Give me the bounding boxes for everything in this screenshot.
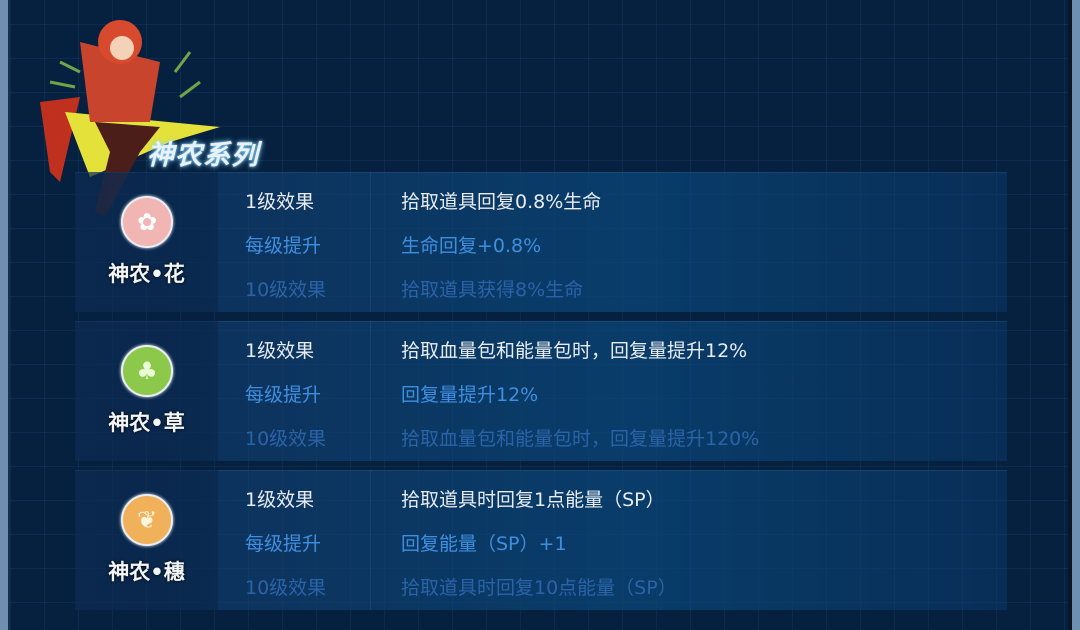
leaf-badge-icon: ♣ [121,345,173,397]
level1-label: 1级效果 [245,489,315,511]
item-name: 神农•花 [108,262,185,286]
item-name: 神农•穗 [108,560,185,584]
item-row-wheat: ❦ 神农•穗 1级效果 拾取道具时回复1点能量（SP） 每级提升 回复能量（SP… [75,470,1007,610]
flower-badge-icon: ✿ [121,196,173,248]
wheat-badge-icon: ❦ [121,494,173,546]
level10-value: 拾取血量包和能量包时，回复量提升120% [401,428,760,450]
per-level-label: 每级提升 [245,533,322,555]
per-level-value: 生命回复+0.8% [401,235,542,257]
item-row-grass: ♣ 神农•草 1级效果 拾取血量包和能量包时，回复量提升12% 每级提升 回复量… [75,321,1007,461]
per-level-value: 回复能量（SP）+1 [401,533,567,555]
level10-label: 10级效果 [245,279,327,301]
level10-label: 10级效果 [245,577,327,599]
per-level-value: 回复量提升12% [401,384,539,406]
level10-value: 拾取道具获得8%生命 [401,279,584,301]
level1-value: 拾取血量包和能量包时，回复量提升12% [401,340,748,362]
series-title: 神农系列 [147,140,259,171]
level10-value: 拾取道具时回复10点能量（SP） [401,577,677,599]
item-name: 神农•草 [108,411,185,435]
level1-value: 拾取道具回复0.8%生命 [401,191,602,213]
level10-label: 10级效果 [245,428,327,450]
level1-value: 拾取道具时回复1点能量（SP） [401,489,665,511]
item-row-flower: ✿ 神农•花 1级效果 拾取道具回复0.8%生命 每级提升 生命回复+0.8% … [75,172,1007,312]
level1-label: 1级效果 [245,191,315,213]
shennong-hero-portrait [40,20,220,217]
level1-label: 1级效果 [245,340,315,362]
per-level-label: 每级提升 [245,384,322,406]
per-level-label: 每级提升 [245,235,322,257]
